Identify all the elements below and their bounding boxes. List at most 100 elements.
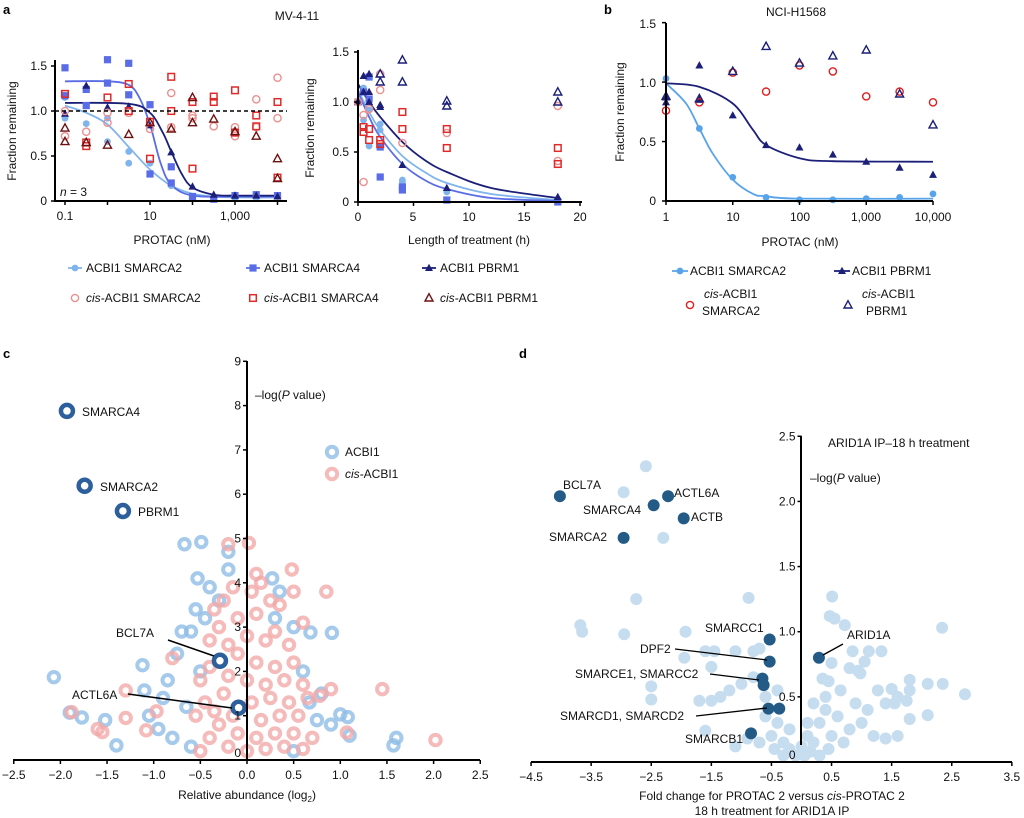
y-tick-label: 0.5 [30, 149, 47, 163]
data-point [81, 136, 92, 147]
y-tick-label: 0.5 [779, 690, 796, 704]
chart-a-time: 0 0.5 1.0 1.5 0 5 10 15 20 Fraction rema… [303, 45, 587, 247]
data-point [576, 625, 589, 638]
y-tick-label: 0 [234, 746, 241, 760]
data-point [193, 673, 208, 688]
data-point [230, 86, 240, 95]
data-point [160, 673, 175, 688]
data-point [861, 703, 874, 716]
data-point [258, 741, 273, 757]
data-point [759, 690, 772, 703]
data-point [167, 72, 176, 81]
series-cis-acbi1-smarca2 [60, 73, 282, 141]
data-point-dpf2 [763, 655, 776, 668]
data-point [188, 182, 197, 190]
data-point [167, 148, 176, 156]
point-labels: SMARCA4 SMARCA2 PBRM1 BCL7A ACTL6A [72, 405, 180, 702]
y-tick-label: 1.0 [332, 95, 349, 109]
data-point [61, 109, 69, 117]
legend-marker [423, 292, 435, 302]
x-tick-label: 2.0 [425, 768, 442, 782]
data-point [230, 726, 245, 741]
data-point [267, 624, 283, 639]
data-point [728, 111, 737, 119]
y-tick-label: 1.5 [332, 45, 349, 59]
data-point [903, 673, 916, 686]
data-point [340, 709, 355, 725]
data-point [618, 628, 631, 641]
axes [665, 23, 933, 202]
data-point [757, 679, 770, 692]
data-point [617, 486, 630, 499]
data-point [251, 130, 262, 140]
data-point [795, 143, 804, 151]
data-point [109, 738, 124, 753]
y-axis-label: Fraction remaining [613, 62, 627, 161]
data-point [125, 159, 133, 167]
data-point [929, 190, 937, 198]
point-label: DPF2 [640, 642, 671, 656]
x-tick-label: 0.5 [285, 768, 302, 782]
data-point [693, 694, 706, 707]
legend-item: ACBI1 [345, 445, 380, 459]
fit-curve-acbi1-smarca2 [665, 82, 934, 200]
legend-item: ACBI1 PBRM1 [440, 261, 520, 275]
data-point [225, 580, 241, 595]
x-tick-label: −1.5 [699, 770, 723, 784]
data-point [695, 61, 704, 69]
data-point-bcl7a [553, 490, 566, 503]
data-point-smarcc1 [763, 633, 776, 646]
x-tick-label: 2.5 [472, 768, 489, 782]
n-annotation: n = 3 [60, 185, 87, 199]
data-point [124, 79, 133, 89]
x-tick-label: 0 [355, 210, 362, 224]
data-point [804, 745, 817, 758]
data-point [59, 135, 71, 146]
data-point [167, 179, 175, 187]
x-tick-label: −4.5 [519, 770, 543, 784]
data-point [46, 669, 62, 685]
data-point [729, 173, 737, 181]
legend-c: ACBI1 cis-ACBI1 [345, 445, 399, 481]
data-point [144, 116, 156, 127]
data-point [828, 612, 841, 625]
data-point [903, 713, 916, 726]
data-point [291, 708, 306, 723]
data-point [209, 190, 218, 198]
data-point [202, 730, 217, 746]
legend-item: ACBI1 SMARCA2 [86, 261, 182, 275]
y-axis-label: –log(P value) [810, 471, 881, 485]
series-dot [553, 490, 825, 740]
data-point [207, 704, 222, 719]
data-point-actl6a [230, 699, 247, 716]
data-point [753, 736, 766, 749]
data-point [376, 102, 385, 110]
data-point [264, 571, 280, 586]
series-cis-acbi1 [64, 535, 443, 759]
data-point [60, 106, 70, 116]
data-point [149, 704, 164, 719]
data-point [244, 695, 259, 710]
data-point [699, 645, 712, 658]
data-point [359, 87, 368, 95]
leader-line [822, 643, 844, 656]
y-tick-label: 1.0 [30, 104, 47, 118]
data-point [209, 122, 219, 131]
x-tick-label: 10,000 [915, 210, 952, 224]
data-point [303, 625, 318, 640]
data-point [221, 537, 236, 552]
data-point [230, 646, 245, 661]
legend-item-line2: SMARCA2 [702, 304, 760, 318]
legend-b: ACBI1 SMARCA2 ACBI1 PBRM1 cis-ACBI1 SMAR… [672, 264, 932, 318]
data-point [645, 680, 658, 693]
x-tick-label: −0.5 [188, 768, 212, 782]
data-point [552, 86, 563, 96]
data-point [822, 675, 835, 688]
data-point [729, 740, 742, 753]
data-point [862, 645, 875, 658]
data-point [879, 732, 892, 745]
x-tick-label: −2.5 [639, 770, 663, 784]
series-cis-acbi1-pbrm1 [59, 91, 283, 183]
data-point [197, 695, 213, 710]
